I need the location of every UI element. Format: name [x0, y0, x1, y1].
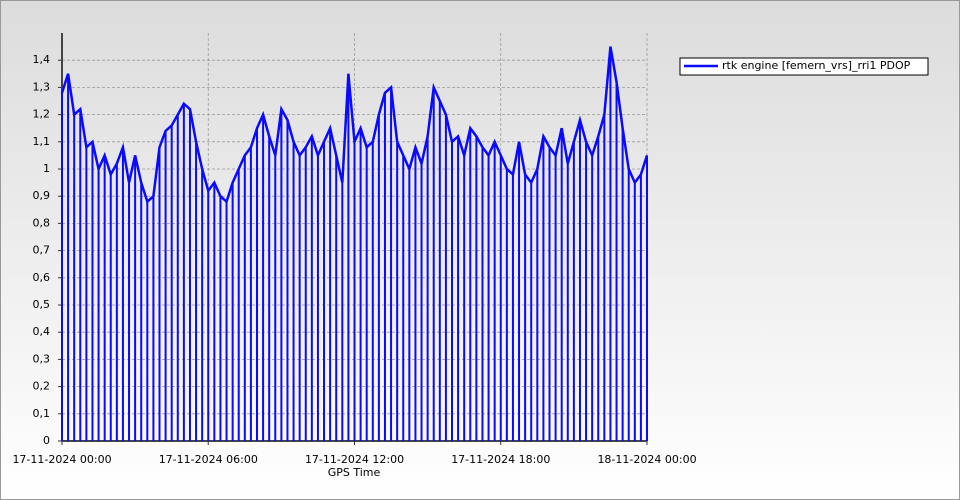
x-axis-title: GPS Time	[328, 466, 381, 479]
y-tick-label: 0,4	[33, 325, 51, 338]
x-tick-label: 17-11-2024 06:00	[159, 453, 258, 466]
y-tick-label: 0,7	[33, 244, 51, 257]
legend-box	[679, 57, 929, 76]
x-tick-label: 18-11-2024 00:00	[597, 453, 696, 466]
y-tick-label: 1	[43, 162, 50, 175]
y-tick-label: 1,4	[33, 53, 51, 66]
y-tick-label: 1,1	[33, 135, 51, 148]
y-tick-label: 0,5	[33, 298, 51, 311]
x-tick-label: 17-11-2024 18:00	[451, 453, 550, 466]
y-tick-label: 0	[43, 434, 50, 447]
y-tick-label: 0,3	[33, 352, 51, 365]
x-tick-label: 17-11-2024 00:00	[12, 453, 111, 466]
y-tick-label: 1,3	[33, 80, 51, 93]
y-tick-label: 0,9	[33, 189, 51, 202]
y-tick-label: 0,8	[33, 216, 51, 229]
legend-label: rtk engine [femern_vrs]_rri1 PDOP	[722, 59, 911, 72]
y-tick-label: 0,6	[33, 271, 51, 284]
y-tick-label: 1,2	[33, 108, 51, 121]
y-tick-label: 0,1	[33, 407, 51, 420]
series-line	[60, 46, 649, 204]
y-tick-label: 0,2	[33, 380, 51, 393]
x-tick-label: 17-11-2024 12:00	[305, 453, 404, 466]
